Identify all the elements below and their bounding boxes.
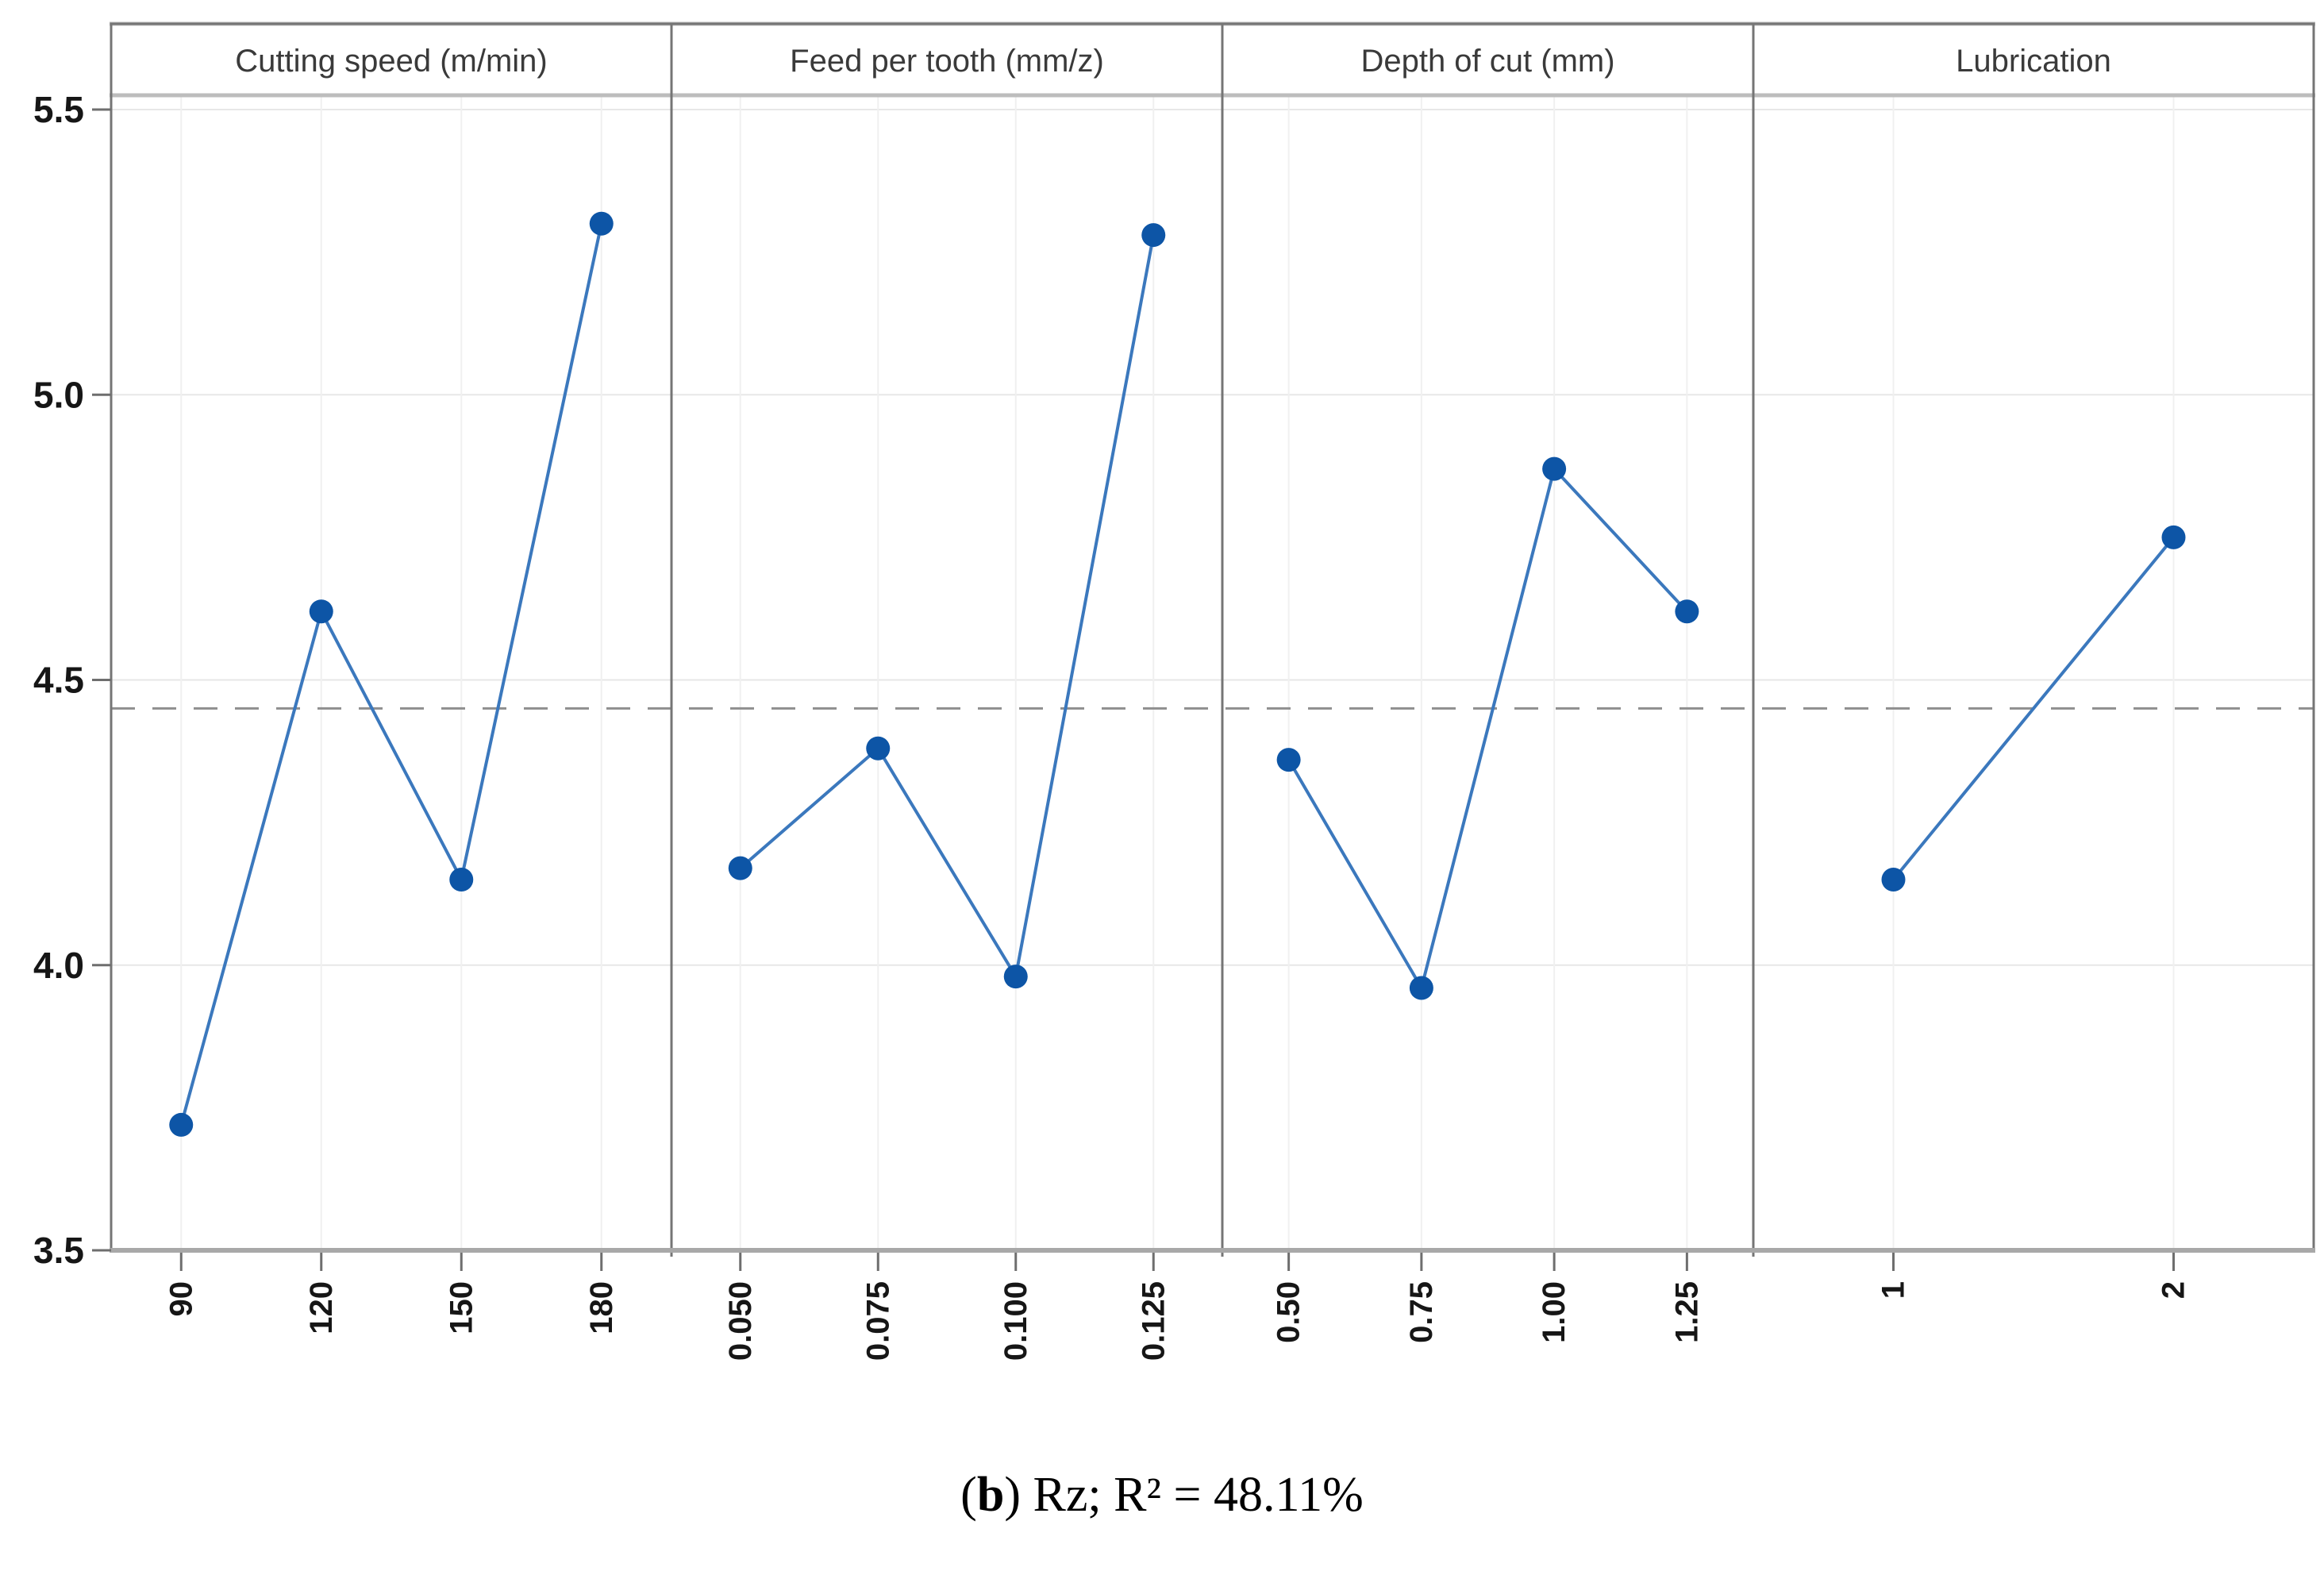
y-tick-label: 4.0: [33, 945, 84, 986]
data-point: [2161, 525, 2186, 549]
data-point: [1675, 599, 1699, 624]
y-tick-label: 5.5: [33, 89, 84, 130]
data-point: [1003, 965, 1028, 989]
x-tick-label: 150: [444, 1281, 479, 1334]
panel-title: Lubrication: [1956, 44, 2111, 79]
data-point: [1276, 748, 1301, 772]
data-point: [309, 599, 333, 624]
x-tick-label: 0.75: [1404, 1281, 1439, 1343]
caption-text: Rz; R² = 48.11%: [1020, 1468, 1364, 1522]
data-point: [728, 856, 752, 880]
x-tick-label: 180: [584, 1281, 619, 1334]
x-tick-label: 1: [1876, 1281, 1911, 1299]
series-line: [1287, 467, 1689, 990]
data-point: [449, 867, 474, 891]
series-line: [179, 221, 603, 1126]
x-tick-label: 0.125: [1136, 1281, 1171, 1361]
x-tick-label: 0.100: [998, 1281, 1033, 1361]
x-tick-label: 0.050: [723, 1281, 758, 1361]
x-tick-label: 1.00: [1537, 1281, 1572, 1343]
panel-title: Feed per tooth (mm/z): [790, 44, 1104, 79]
data-point: [589, 211, 614, 236]
y-tick-label: 5.0: [33, 374, 84, 415]
series-line: [1891, 535, 2176, 881]
x-tick-label: 0.075: [860, 1281, 895, 1361]
panel-title: Cutting speed (m/min): [235, 44, 547, 79]
x-tick-label: 0.50: [1272, 1281, 1306, 1343]
x-tick-label: 2: [2157, 1281, 2191, 1299]
x-tick-label: 1.25: [1669, 1281, 1704, 1343]
data-point: [1542, 456, 1567, 481]
y-tick-label: 4.5: [33, 660, 84, 701]
caption-paren-open: (: [960, 1468, 977, 1522]
plot-background: [111, 24, 2314, 1250]
x-tick-label: 90: [164, 1281, 198, 1317]
figure-caption: (b) Rz; R² = 48.11%: [0, 1467, 2324, 1523]
x-tick-label: 120: [304, 1281, 339, 1334]
data-point: [866, 736, 891, 761]
data-point: [1141, 223, 1166, 248]
caption-paren-close: ): [1004, 1468, 1021, 1522]
series-line: [738, 233, 1156, 979]
y-tick-label: 3.5: [33, 1230, 84, 1271]
data-point: [169, 1112, 194, 1137]
panel-title: Depth of cut (mm): [1360, 44, 1614, 79]
data-point: [1409, 976, 1433, 1000]
caption-letter: b: [976, 1468, 1005, 1522]
data-point: [1881, 867, 1906, 891]
